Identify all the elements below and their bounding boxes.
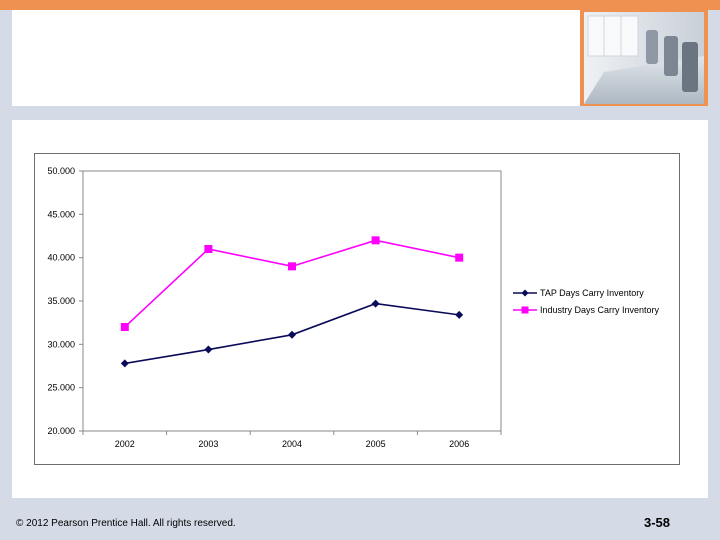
legend-marker-square	[521, 306, 529, 314]
legend-label: Industry Days Carry Inventory	[540, 305, 660, 315]
data-point-square	[120, 323, 129, 331]
header-photo-frame	[580, 10, 708, 106]
y-tick-label: 25.000	[47, 383, 75, 393]
slide-title-area	[12, 10, 580, 106]
x-tick-label: 2002	[115, 439, 135, 449]
x-tick-label: 2006	[449, 439, 469, 449]
x-tick-label: 2003	[198, 439, 218, 449]
top-accent-bar	[0, 0, 720, 10]
data-point-diamond	[371, 299, 380, 308]
data-point-diamond	[204, 345, 213, 354]
y-tick-label: 30.000	[47, 339, 75, 349]
y-tick-label: 40.000	[47, 253, 75, 263]
data-point-square	[455, 253, 464, 262]
data-point-diamond	[288, 330, 296, 339]
y-tick-label: 45.000	[47, 209, 75, 219]
data-point-diamond	[120, 359, 129, 368]
line-chart: 50.000 45.000 40.000 35.000 30.000 25.000 20.0…	[34, 153, 680, 465]
y-tick-label: 50.000	[47, 166, 75, 176]
data-point-square	[371, 236, 380, 245]
plot-area	[82, 170, 502, 432]
data-point-square	[288, 262, 296, 271]
slide-number: 3-58	[644, 515, 671, 530]
y-tick-label: 20.000	[47, 426, 75, 436]
legend-marker-diamond	[521, 289, 529, 297]
x-tick-label: 2004	[282, 439, 302, 449]
conference-room-photo-icon	[584, 12, 704, 104]
x-tick-label: 2005	[366, 439, 386, 449]
copyright-text: © 2012 Pearson Prentice Hall. All rights…	[16, 518, 236, 529]
legend-label: TAP Days Carry Inventory	[540, 288, 644, 298]
line-chart-canvas: 50.000 45.000 40.000 35.000 30.000 25.000 20.0…	[47, 166, 660, 449]
data-point-square	[204, 245, 213, 253]
data-point-diamond	[455, 310, 464, 319]
y-tick-label: 35.000	[47, 296, 75, 306]
